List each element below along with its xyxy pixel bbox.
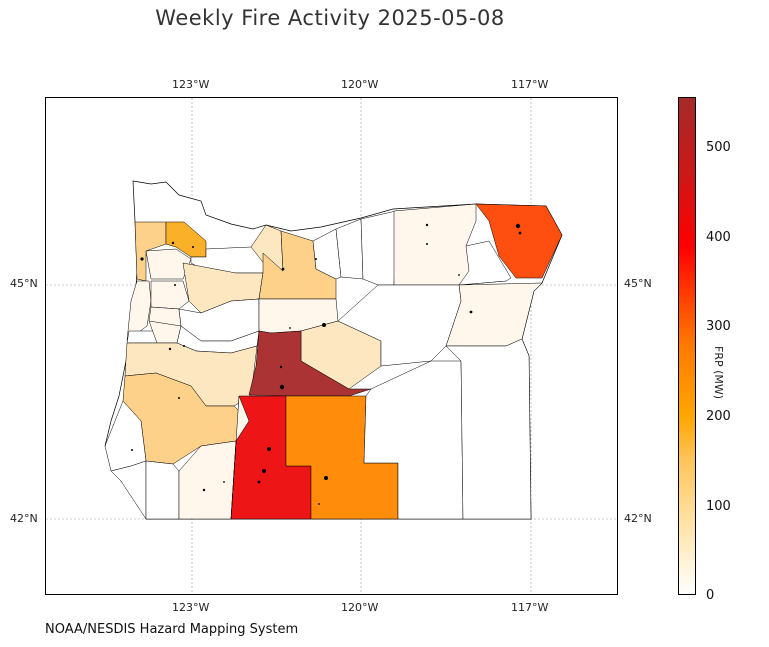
fire-point — [458, 274, 460, 276]
fire-point — [257, 480, 261, 484]
colorbar-tick-400: 400 — [706, 230, 731, 245]
fire-point — [267, 447, 271, 451]
fire-point — [174, 284, 176, 286]
county-yamhill — [150, 280, 190, 310]
county-curry — [110, 460, 147, 520]
lon-tick-bottom-117w: 117°W — [511, 601, 549, 614]
fire-point — [183, 345, 185, 347]
county-sherman — [312, 228, 342, 280]
lat-tick-right-42n: 42°N — [624, 512, 652, 525]
fire-point — [518, 231, 522, 235]
colorbar-tick-0: 0 — [706, 588, 715, 603]
lat-tick-right-45n: 45°N — [624, 277, 652, 290]
county-morrow — [360, 210, 397, 286]
fire-point — [171, 241, 175, 245]
fire-point — [262, 469, 266, 473]
fire-point — [178, 397, 180, 399]
county-wallowa — [475, 203, 563, 279]
fire-point — [469, 310, 473, 314]
colorbar-label: FRP (MW) — [712, 346, 725, 400]
lon-tick-top-120w: 120°W — [341, 78, 379, 91]
fire-detections — [131, 223, 522, 505]
county-josephine — [145, 460, 180, 520]
fire-point — [168, 347, 172, 351]
data-source-caption: NOAA/NESDIS Hazard Mapping System — [45, 622, 299, 637]
colorbar-tick-500: 500 — [706, 140, 731, 155]
county-tillamook — [126, 280, 152, 342]
fire-point — [131, 449, 133, 451]
map-title: Weekly Fire Activity 2025-05-08 — [155, 6, 505, 30]
fire-point — [426, 243, 428, 245]
fire-point — [324, 476, 328, 480]
lat-tick-left-42n: 42°N — [10, 512, 38, 525]
colorbar-tick-300: 300 — [706, 319, 731, 334]
fire-point — [315, 258, 317, 260]
lon-tick-top-117w: 117°W — [511, 78, 549, 91]
fire-point — [279, 365, 283, 369]
lat-tick-left-45n: 45°N — [10, 277, 38, 290]
lon-tick-bottom-120w: 120°W — [341, 601, 379, 614]
fire-point — [318, 503, 320, 505]
map-panel — [45, 97, 619, 596]
fire-point — [515, 223, 521, 229]
fire-point — [281, 267, 285, 271]
lon-tick-top-123w: 123°W — [172, 78, 210, 91]
fire-point — [279, 384, 285, 390]
county-gilliam — [335, 218, 364, 280]
fire-point — [223, 481, 225, 483]
oregon-county-map — [46, 98, 619, 596]
fire-point — [425, 223, 429, 227]
colorbar-tick-100: 100 — [706, 499, 731, 514]
county-union — [458, 240, 512, 286]
counties — [104, 203, 563, 520]
fire-point — [202, 488, 206, 492]
fire-point — [192, 246, 194, 248]
colorbar-tick-200: 200 — [706, 409, 731, 424]
county-klamath-west — [230, 395, 250, 520]
fire-point — [289, 327, 291, 329]
fire-point — [322, 323, 326, 327]
fire-point — [140, 257, 144, 261]
county-malheur — [445, 338, 532, 520]
colorbar — [678, 97, 696, 595]
lon-tick-bottom-123w: 123°W — [172, 601, 210, 614]
county-baker — [445, 282, 543, 347]
